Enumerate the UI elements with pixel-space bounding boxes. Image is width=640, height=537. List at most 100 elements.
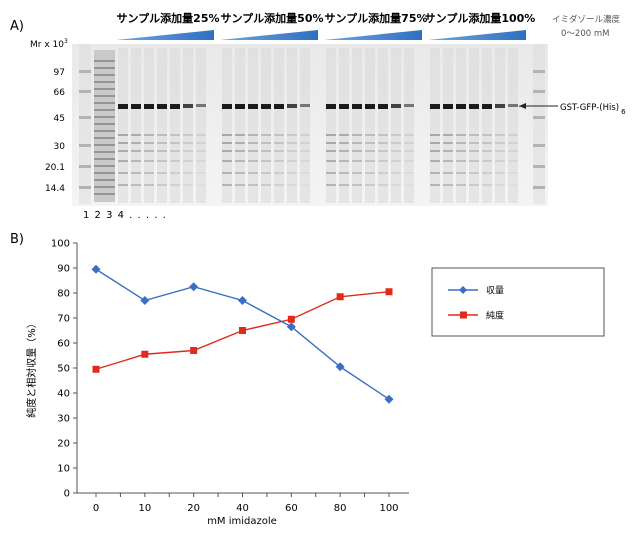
target-band [261,104,271,109]
contaminant-band [365,150,375,152]
contaminant-band [157,142,167,144]
panel-a-label: A) [10,19,24,34]
contaminant-band [482,142,492,144]
lysate-band [104,123,115,125]
contaminant-band [430,184,440,186]
target-band [287,104,297,108]
lysate-band [104,193,115,195]
contaminant-band [352,150,362,152]
contaminant-band [391,172,401,174]
legend-box [431,267,605,337]
lysate-band [104,165,115,167]
contaminant-band [352,160,362,162]
contaminant-band [131,134,141,136]
mr-marker-labels: 97 66 45 30 20.1 14.4 [45,68,65,194]
mr-marker-label: 20.1 [45,163,65,173]
y-tick-label: 60 [57,339,70,350]
contaminant-band [339,134,349,136]
mr-marker-label: 30 [54,142,66,152]
contaminant-band [430,134,440,136]
lysate-band [104,67,115,69]
contaminant-band [404,160,414,162]
contaminant-band [274,184,284,186]
contaminant-band [157,150,167,152]
contaminant-band [378,142,388,144]
contaminant-band [443,160,453,162]
sample-lane [131,48,141,203]
contaminant-band [118,150,128,152]
contaminant-band [183,134,193,136]
data-point-diamond [189,282,199,292]
contaminant-band [287,142,297,144]
contaminant-band [365,142,375,144]
lysate-band [94,186,105,188]
contaminant-band [430,172,440,174]
band-label: GST-GFP-(His) 6 [560,103,626,116]
target-band [274,104,284,109]
contaminant-band [391,150,401,152]
lysate-band [104,137,115,139]
contaminant-band [508,172,518,174]
contaminant-band [287,160,297,162]
contaminant-band [443,184,453,186]
contaminant-band [469,134,479,136]
contaminant-band [339,142,349,144]
sample-lane [170,48,180,203]
contaminant-band [482,134,492,136]
contaminant-band [274,142,284,144]
target-band [378,104,388,109]
target-band [443,104,453,109]
contaminant-band [365,172,375,174]
contaminant-band [300,150,310,152]
lysate-band [94,193,105,195]
sample-lane [235,48,245,203]
y-tick-label: 80 [57,289,70,300]
contaminant-band [378,150,388,152]
lysate-band [104,151,115,153]
contaminant-band [157,134,167,136]
legend-label: 収量 [486,285,504,297]
contaminant-band [391,160,401,162]
sample-lane [339,48,349,203]
contaminant-band [300,172,310,174]
target-band [131,104,141,109]
contaminant-band [118,172,128,174]
target-band [456,104,466,109]
x-tick-label: 0 [93,503,99,514]
target-band [144,104,154,109]
contaminant-band [326,160,336,162]
data-point-diamond [335,362,345,372]
contaminant-band [469,150,479,152]
mr-axis-label: Mr x 103 [30,38,68,50]
group-header: サンプル添加量100% [425,11,536,25]
contaminant-band [339,160,349,162]
contaminant-band [222,142,232,144]
gradient-wedge [324,30,422,40]
contaminant-band [118,160,128,162]
contaminant-band [430,150,440,152]
lysate-band [104,95,115,97]
contaminant-band [261,150,271,152]
contaminant-band [443,172,453,174]
contaminant-band [274,134,284,136]
contaminant-band [235,160,245,162]
sample-lane [378,48,388,203]
contaminant-band [482,160,492,162]
ladder-lane [79,44,91,204]
contaminant-band [287,150,297,152]
sample-lane [495,48,505,203]
lysate-band [94,60,105,62]
contaminant-band [196,142,206,144]
x-axis-label: mM imidazole [207,516,277,527]
contaminant-band [352,184,362,186]
chart-series [91,264,394,404]
contaminant-band [469,172,479,174]
contaminant-band [235,134,245,136]
lysate-band [104,172,115,174]
data-point-diamond [140,296,150,305]
target-band [508,104,518,107]
chart-axes: 0 10 20 30 40 50 60 70 80 90 100 0 10 20 40 60 80 100 [51,239,409,514]
x-tick-label: 40 [236,503,249,514]
x-tick-label: 10 [138,503,151,514]
lysate-band [104,158,115,160]
